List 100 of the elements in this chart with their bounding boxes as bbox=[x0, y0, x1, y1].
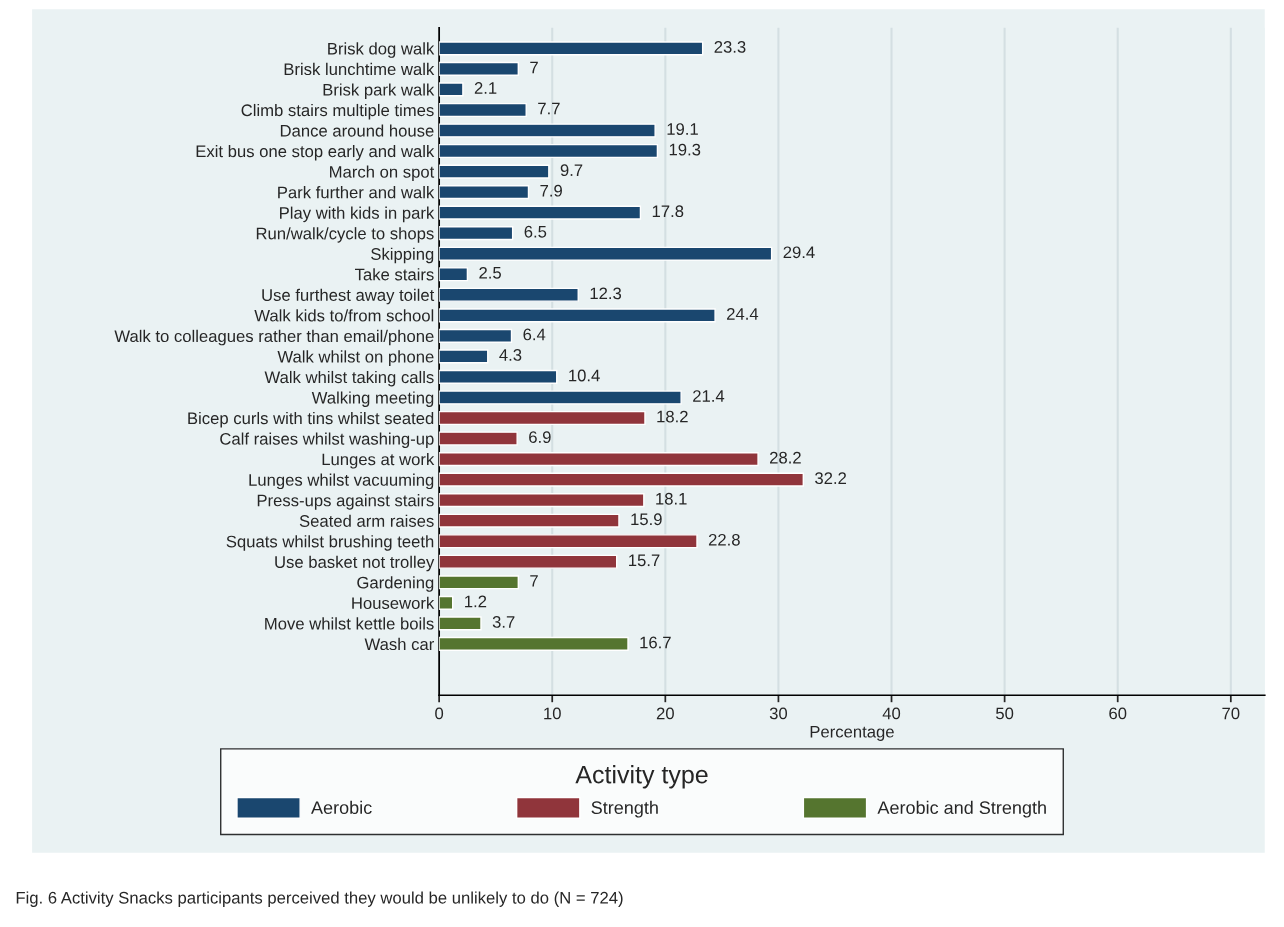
bar bbox=[439, 267, 469, 282]
data-label: 7 bbox=[530, 61, 538, 74]
y-tick-label: Walk whilst on phone bbox=[277, 350, 434, 366]
x-axis-title: Percentage bbox=[810, 725, 894, 741]
legend-label: Aerobic and Strength bbox=[877, 800, 1046, 818]
data-label: 6.5 bbox=[524, 225, 547, 238]
y-tick-label: Run/walk/cycle to shops bbox=[256, 227, 434, 243]
y-tick-label: Wash car bbox=[364, 637, 434, 651]
data-label: 7.9 bbox=[540, 184, 562, 197]
y-tick-label: Gardening bbox=[357, 576, 434, 592]
y-tick-label: Seated arm raises bbox=[299, 514, 434, 527]
x-tick-label: 40 bbox=[882, 707, 901, 720]
bar bbox=[439, 246, 773, 261]
bar bbox=[439, 61, 519, 76]
data-label: 15.7 bbox=[629, 554, 660, 567]
data-label: 15.9 bbox=[631, 513, 662, 526]
bar bbox=[439, 534, 698, 549]
x-tick-label: 0 bbox=[435, 707, 444, 720]
y-tick-label: Exit bus one stop early and walk bbox=[196, 144, 435, 161]
y-tick-label: March on spot bbox=[330, 165, 435, 182]
bar bbox=[439, 452, 759, 467]
data-label: 9.7 bbox=[560, 164, 583, 177]
x-tick-label: 50 bbox=[996, 707, 1014, 720]
x-tick-label: 70 bbox=[1222, 707, 1240, 720]
bar bbox=[439, 328, 513, 343]
x-tick-label: 20 bbox=[656, 707, 674, 720]
bar bbox=[439, 410, 646, 426]
bar bbox=[439, 349, 489, 364]
y-tick-label: Move whilst kettle boils bbox=[265, 617, 434, 630]
data-label: 10.4 bbox=[569, 369, 600, 382]
y-tick-label: Brisk dog walk bbox=[328, 42, 435, 58]
bar bbox=[439, 575, 519, 590]
bar bbox=[439, 554, 618, 569]
y-tick-label: Take stairs bbox=[355, 268, 434, 281]
data-label: 7 bbox=[530, 575, 538, 587]
y-tick-label: Climb stairs multiple times bbox=[241, 103, 434, 120]
y-tick-label: Walk kids to/from school bbox=[254, 309, 434, 322]
data-label: 19.3 bbox=[669, 143, 701, 156]
data-label: 7.7 bbox=[538, 102, 560, 115]
data-label: 2.1 bbox=[474, 82, 497, 94]
data-label: 3.7 bbox=[492, 616, 515, 628]
legend-label: Strength bbox=[591, 800, 658, 818]
bar bbox=[439, 102, 527, 118]
y-tick-label: Brisk lunchtime walk bbox=[284, 62, 435, 76]
y-tick-label: Brisk park walk bbox=[323, 83, 435, 99]
bar bbox=[439, 164, 550, 179]
data-label: 16.7 bbox=[640, 636, 671, 649]
bar bbox=[439, 205, 642, 220]
bar bbox=[439, 308, 716, 323]
bar bbox=[439, 616, 482, 631]
data-label: 18.2 bbox=[657, 410, 688, 423]
bar bbox=[439, 595, 454, 610]
y-tick-label: Lunges whilst vacuuming bbox=[249, 473, 434, 490]
bar bbox=[439, 369, 558, 384]
bar bbox=[439, 82, 464, 97]
data-label: 2.5 bbox=[479, 266, 501, 279]
data-label: 6.4 bbox=[523, 328, 546, 341]
caption: Fig. 6 Activity Snacks participants perceived they would be unlikely to do (N = 724) bbox=[16, 891, 623, 907]
y-tick-label: Bicep curls with tins whilst seated bbox=[188, 411, 434, 428]
y-tick-label: Use furthest away toilet bbox=[262, 288, 435, 305]
bar bbox=[439, 636, 629, 651]
data-label: 4.3 bbox=[499, 349, 522, 361]
bar bbox=[439, 390, 682, 405]
bar bbox=[439, 493, 645, 508]
legend-title: Activity type bbox=[575, 765, 708, 789]
bar bbox=[439, 431, 518, 446]
bar bbox=[439, 287, 579, 302]
bar bbox=[439, 472, 804, 487]
bar bbox=[439, 41, 704, 56]
y-tick-label: Dance around house bbox=[280, 124, 434, 137]
data-label: 23.3 bbox=[714, 41, 746, 53]
data-label: 1.2 bbox=[465, 595, 487, 608]
data-label: 17.8 bbox=[652, 205, 684, 218]
y-tick-label: Walk to colleagues rather than email/phone bbox=[114, 329, 434, 346]
data-label: 6.9 bbox=[529, 431, 551, 444]
data-label: 12.3 bbox=[590, 287, 622, 300]
bar bbox=[439, 143, 659, 159]
x-tick-label: 10 bbox=[544, 707, 561, 720]
legend-label: Aerobic bbox=[311, 800, 372, 815]
y-tick-label: Calf raises whilst washing-up bbox=[220, 432, 434, 449]
bar bbox=[439, 226, 514, 241]
y-tick-label: Use basket not trolley bbox=[275, 555, 435, 572]
bar bbox=[439, 513, 620, 528]
data-label: 28.2 bbox=[770, 451, 801, 464]
data-label: 32.2 bbox=[815, 472, 847, 485]
y-tick-label: Play with kids in park bbox=[280, 206, 435, 223]
x-tick-label: 60 bbox=[1109, 707, 1127, 720]
y-tick-label: Housework bbox=[352, 596, 435, 610]
data-label: 18.1 bbox=[656, 492, 687, 505]
bar bbox=[439, 123, 656, 138]
y-tick-label: Walking meeting bbox=[311, 391, 434, 407]
data-label: 19.1 bbox=[667, 123, 698, 135]
data-label: 24.4 bbox=[727, 307, 759, 320]
y-tick-label: Press-ups against stairs bbox=[257, 494, 434, 510]
y-tick-label: Lunges at work bbox=[322, 453, 435, 469]
bar bbox=[439, 185, 530, 200]
data-label: 21.4 bbox=[693, 390, 725, 402]
data-label: 22.8 bbox=[708, 533, 740, 546]
x-tick-label: 30 bbox=[769, 707, 788, 720]
y-tick-label: Skipping bbox=[371, 247, 434, 264]
